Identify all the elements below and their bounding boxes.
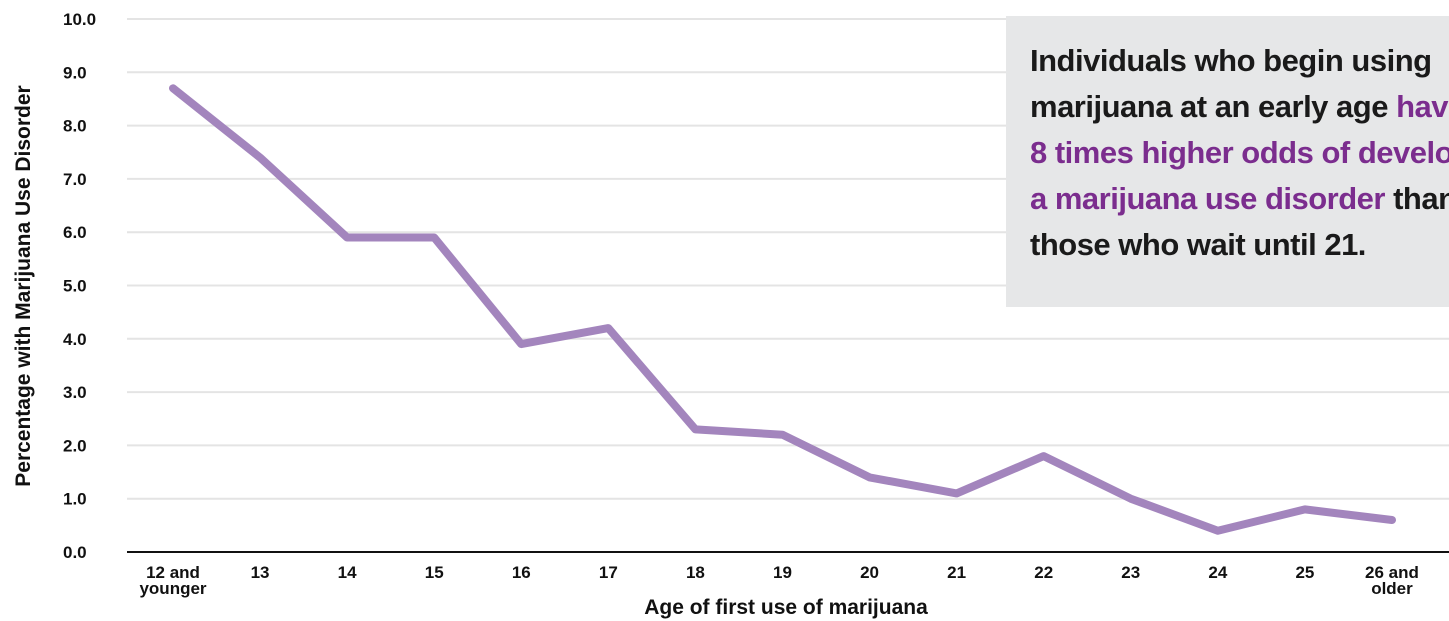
callout-line-4-text: than bbox=[1393, 181, 1449, 216]
x-tick-label: 19 bbox=[773, 563, 792, 582]
x-tick-label: 18 bbox=[686, 563, 705, 582]
y-tick-label: 1.0 bbox=[63, 490, 87, 509]
callout-line-3: 8 times higher odds of developing bbox=[1030, 130, 1449, 176]
x-axis-ticks: 12 and younger 13 14 15 16 17 18 19 20 21 22 23 24 25 2… bbox=[139, 563, 1418, 598]
callout-highlight-4: a marijuana use disorder bbox=[1030, 181, 1385, 216]
y-tick-label: 0.0 bbox=[63, 543, 87, 562]
x-tick-label: 26 and older bbox=[1365, 563, 1419, 598]
x-tick-label: 14 bbox=[338, 563, 357, 582]
x-tick-label: 13 bbox=[251, 563, 270, 582]
x-axis-title: Age of first use of marijuana bbox=[644, 596, 928, 619]
x-tick-label: 17 bbox=[599, 563, 618, 582]
x-tick-label: 15 bbox=[425, 563, 444, 582]
callout-line-2-text: marijuana at an early age bbox=[1030, 89, 1397, 124]
callout-line-2: marijuana at an early age have bbox=[1030, 84, 1449, 130]
callout-line-1: Individuals who begin using bbox=[1030, 43, 1432, 78]
series-line bbox=[169, 84, 1396, 535]
callout-line-5: those who wait until 21. bbox=[1030, 227, 1366, 262]
callout-highlight-3: 8 times higher odds of developing bbox=[1030, 135, 1449, 170]
x-tick-label: 24 bbox=[1208, 563, 1227, 582]
x-tick-label: 20 bbox=[860, 563, 879, 582]
x-tick-label: 21 bbox=[947, 563, 966, 582]
y-tick-label: 3.0 bbox=[63, 383, 87, 402]
x-tick-label: 23 bbox=[1121, 563, 1140, 582]
y-tick-label: 6.0 bbox=[63, 223, 87, 242]
y-tick-label: 10.0 bbox=[63, 10, 96, 29]
x-tick-label: 22 bbox=[1034, 563, 1053, 582]
y-tick-label: 5.0 bbox=[63, 277, 87, 296]
y-tick-label: 4.0 bbox=[63, 330, 87, 349]
x-tick-label: 25 bbox=[1295, 563, 1314, 582]
callout-highlight-2: have bbox=[1396, 89, 1449, 124]
y-tick-label: 7.0 bbox=[63, 170, 87, 189]
callout-box: Individuals who begin using marijuana at… bbox=[1006, 16, 1449, 307]
x-tick-label: 16 bbox=[512, 563, 531, 582]
y-axis-title: Percentage with Marijuana Use Disorder bbox=[12, 85, 35, 486]
y-tick-label: 8.0 bbox=[63, 117, 87, 136]
y-tick-label: 9.0 bbox=[63, 63, 87, 82]
x-tick-label: 12 and younger bbox=[139, 563, 206, 598]
callout-line-4: a marijuana use disorder than bbox=[1030, 176, 1449, 222]
y-tick-label: 2.0 bbox=[63, 436, 87, 455]
y-axis-ticks: 0.0 1.0 2.0 3.0 4.0 5.0 6.0 7.0 8.0 9.0 10.0 bbox=[63, 10, 96, 562]
